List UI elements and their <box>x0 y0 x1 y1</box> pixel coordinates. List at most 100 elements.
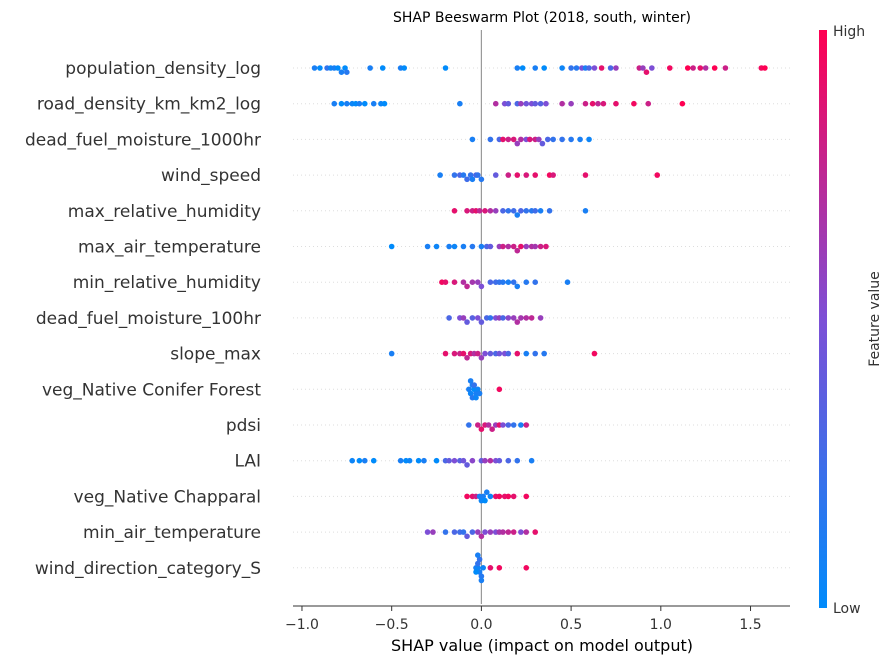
shap-point <box>505 529 512 535</box>
shap-point <box>446 243 452 250</box>
shap-point <box>559 65 565 71</box>
shap-point <box>582 100 589 107</box>
shap-point <box>482 208 488 214</box>
shap-point <box>532 172 539 178</box>
feature-label: max_air_temperature <box>78 238 261 258</box>
shap-point <box>342 65 348 71</box>
shap-point <box>460 350 467 357</box>
shap-point <box>356 100 363 107</box>
shap-point <box>505 172 512 178</box>
feature-label: LAI <box>234 452 261 472</box>
shap-point <box>568 100 574 107</box>
shap-point <box>613 65 619 71</box>
shap-point <box>478 283 485 290</box>
points-layer <box>311 65 768 584</box>
shap-point <box>475 279 481 286</box>
shap-point <box>496 493 503 500</box>
shap-point <box>487 350 494 357</box>
feature-label: population_density_log <box>65 59 261 79</box>
shap-point <box>518 315 524 321</box>
shap-point <box>487 457 494 464</box>
shap-point <box>537 315 544 321</box>
shap-point <box>475 386 481 393</box>
shap-point <box>437 172 443 178</box>
shap-point <box>532 279 539 286</box>
shap-point <box>344 69 350 75</box>
shap-point <box>471 382 478 388</box>
shap-point <box>510 422 517 428</box>
shap-point <box>457 100 463 107</box>
shap-point <box>505 457 512 464</box>
shap-point <box>532 208 539 214</box>
shap-point <box>487 279 494 286</box>
colorbar <box>819 30 827 608</box>
shap-point <box>469 136 476 143</box>
shap-point <box>356 457 363 464</box>
shap-point <box>586 65 592 71</box>
shap-point <box>711 65 718 71</box>
shap-point <box>518 100 524 107</box>
shap-point <box>388 350 395 357</box>
chart-title: SHAP Beeswarm Plot (2018, south, winter) <box>393 10 691 26</box>
shap-point <box>469 457 476 464</box>
shap-point <box>514 140 521 147</box>
shap-point <box>697 65 704 71</box>
shap-point <box>451 208 458 214</box>
feature-label: slope_max <box>170 345 261 365</box>
shap-point <box>361 100 368 107</box>
shap-point <box>532 243 539 250</box>
shap-point <box>500 243 506 250</box>
feature-labels: population_density_log road_density_km_km… <box>25 59 261 579</box>
shap-point <box>523 493 530 500</box>
shap-point <box>451 279 458 286</box>
shap-point <box>500 422 506 428</box>
shap-point <box>496 386 503 393</box>
shap-point <box>762 65 768 71</box>
shap-point <box>397 457 404 464</box>
x-tick-label: −0.5 <box>375 617 409 633</box>
shap-point <box>460 172 467 178</box>
shap-point <box>586 136 592 143</box>
shap-point <box>518 136 524 143</box>
shap-point <box>577 136 583 143</box>
shap-point <box>613 100 619 107</box>
feature-label: veg_Native Chapparal <box>74 487 261 507</box>
shap-point <box>478 573 485 579</box>
shap-point <box>541 65 547 71</box>
shap-point <box>645 100 652 107</box>
shap-point <box>550 172 556 178</box>
shap-point <box>433 457 440 464</box>
feature-label: dead_fuel_moisture_1000hr <box>25 130 261 150</box>
shap-point <box>582 208 589 214</box>
shap-point <box>690 65 696 71</box>
feature-label: wind_direction_category_S <box>35 559 261 579</box>
shap-point <box>460 529 467 535</box>
shap-point <box>523 208 530 214</box>
shap-point <box>492 208 499 214</box>
shap-point <box>482 350 488 357</box>
shap-point <box>492 100 499 107</box>
shap-point <box>467 172 474 178</box>
feature-label: max_relative_humidity <box>68 202 261 222</box>
shap-point <box>338 69 345 75</box>
shap-point <box>537 100 544 107</box>
shap-point <box>367 65 373 71</box>
shap-point <box>500 315 506 321</box>
shap-point <box>476 390 483 397</box>
shap-point <box>702 65 709 71</box>
shap-point <box>600 100 607 107</box>
shap-point <box>559 136 565 143</box>
shap-point <box>492 172 499 178</box>
shap-point <box>451 350 458 357</box>
shap-point <box>379 65 386 71</box>
shap-point <box>469 176 476 183</box>
shap-point <box>487 208 494 214</box>
shap-point <box>500 279 506 286</box>
shap-point <box>489 426 495 433</box>
shap-point <box>532 350 539 357</box>
shap-point <box>532 100 539 107</box>
shap-point <box>460 315 467 321</box>
shap-point <box>537 243 544 250</box>
shap-point <box>595 100 601 107</box>
